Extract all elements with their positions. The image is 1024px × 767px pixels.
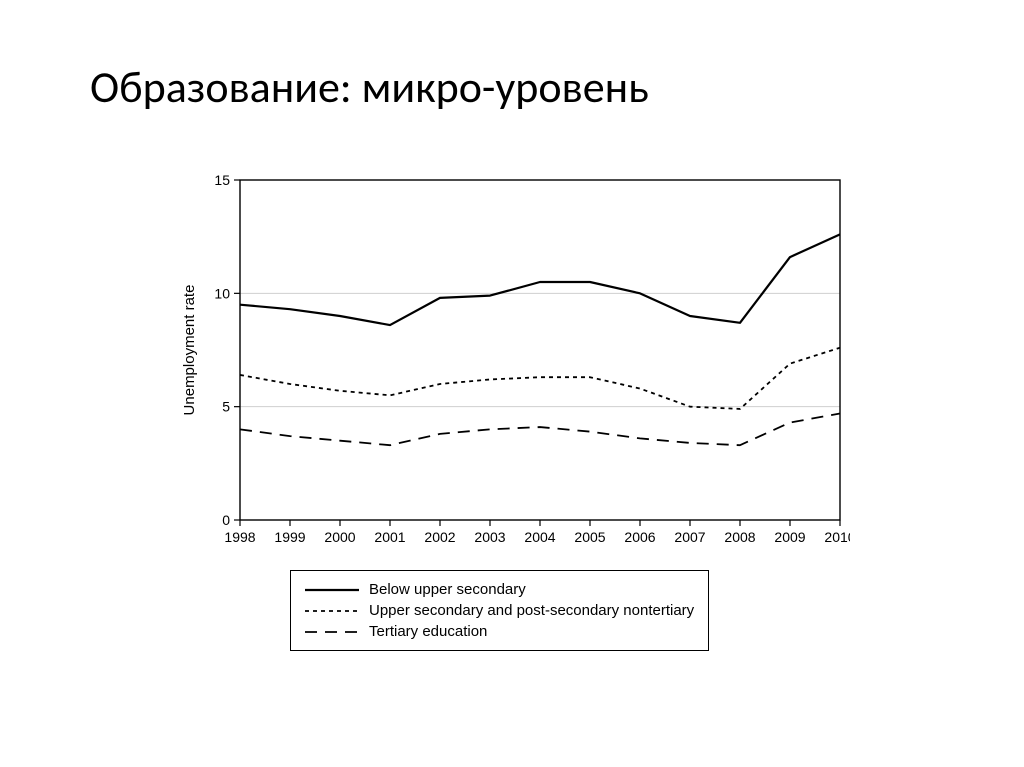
legend-swatch: [305, 626, 359, 638]
legend-item: Below upper secondary: [305, 579, 694, 600]
svg-text:2007: 2007: [674, 529, 705, 545]
svg-text:10: 10: [214, 285, 230, 301]
legend-item: Upper secondary and post-secondary nonte…: [305, 600, 694, 621]
svg-text:5: 5: [222, 399, 230, 415]
series-line: [240, 348, 840, 409]
legend-label: Tertiary education: [369, 621, 487, 642]
svg-text:1999: 1999: [274, 529, 305, 545]
legend-swatch: [305, 584, 359, 596]
legend-item: Tertiary education: [305, 621, 694, 642]
svg-text:2008: 2008: [724, 529, 755, 545]
chart-legend: Below upper secondaryUpper secondary and…: [290, 570, 709, 651]
series-line: [240, 413, 840, 445]
svg-text:2000: 2000: [324, 529, 355, 545]
svg-text:0: 0: [222, 512, 230, 528]
chart-svg: 0 5 10 15 1998 1999 2000 2001 2002 2003 2004 2005 20…: [170, 170, 850, 550]
svg-text:2003: 2003: [474, 529, 505, 545]
svg-text:2004: 2004: [524, 529, 555, 545]
slide: Образование: микро-уровень 0 5 10 15 1998 199…: [0, 0, 1024, 767]
legend-label: Upper secondary and post-secondary nonte…: [369, 600, 694, 621]
svg-text:2006: 2006: [624, 529, 655, 545]
slide-title: Образование: микро-уровень: [90, 60, 649, 114]
svg-text:2005: 2005: [574, 529, 605, 545]
svg-text:2010: 2010: [824, 529, 850, 545]
legend-swatch: [305, 605, 359, 617]
unemployment-chart: 0 5 10 15 1998 1999 2000 2001 2002 2003 2004 2005 20…: [170, 170, 850, 555]
legend-label: Below upper secondary: [369, 579, 526, 600]
svg-text:Unemployment rate: Unemployment rate: [181, 285, 198, 416]
svg-text:2009: 2009: [774, 529, 805, 545]
svg-text:1998: 1998: [224, 529, 255, 545]
series-line: [240, 234, 840, 325]
svg-text:15: 15: [214, 172, 230, 188]
svg-text:2002: 2002: [424, 529, 455, 545]
svg-text:2001: 2001: [374, 529, 405, 545]
